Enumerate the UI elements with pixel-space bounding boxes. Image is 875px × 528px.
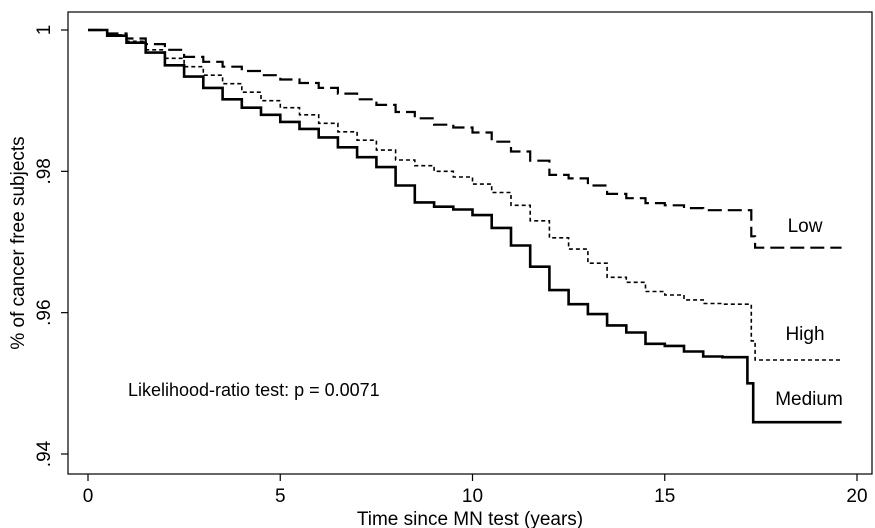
x-tick-label: 0 xyxy=(83,486,94,507)
y-tick-label: 1 xyxy=(34,25,55,36)
x-tick-label: 5 xyxy=(275,486,286,507)
y-axis: .94 .96 .98 1 xyxy=(34,25,68,467)
series-layer xyxy=(88,28,842,424)
x-axis-title: Time since MN test (years) xyxy=(357,509,583,528)
series-line-medium xyxy=(88,28,842,424)
series-line-low xyxy=(88,28,842,249)
plot-frame xyxy=(67,11,873,475)
y-tick-label: .94 xyxy=(34,440,55,467)
series-label-low: Low xyxy=(788,216,823,237)
likelihood-ratio-annotation: Likelihood-ratio test: p = 0.0071 xyxy=(128,380,380,400)
y-tick-label: .98 xyxy=(34,158,55,184)
series-label-medium: Medium xyxy=(775,389,843,410)
x-tick-label: 20 xyxy=(846,486,867,507)
series-labels: Low High Medium xyxy=(775,216,843,410)
x-tick-label: 15 xyxy=(654,486,675,507)
series-label-high: High xyxy=(785,324,824,345)
y-axis-title: % of cancer free subjects xyxy=(8,136,29,349)
x-tick-label: 10 xyxy=(462,486,483,507)
y-tick-label: .96 xyxy=(34,299,55,325)
x-axis: 0 5 10 15 20 xyxy=(83,474,868,507)
series-line-high xyxy=(88,29,842,361)
